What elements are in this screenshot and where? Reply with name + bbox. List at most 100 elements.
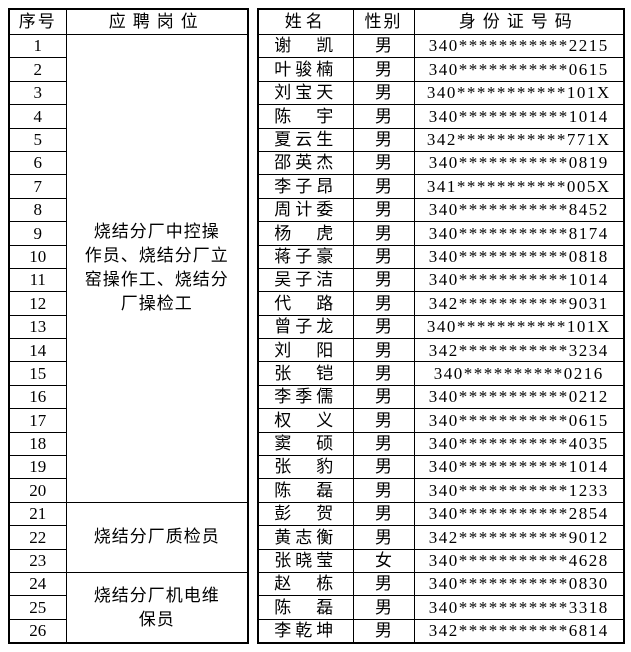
serial-cell: 21 xyxy=(8,501,67,527)
name-cell: 李乾坤 xyxy=(257,618,354,645)
id-cell: 340***********0615 xyxy=(413,408,625,433)
serial-cell: 11 xyxy=(8,267,67,293)
name-cell: 张 豹 xyxy=(257,455,354,480)
table-row: 8 周计委男 340***********8452 xyxy=(8,197,625,223)
id-cell: 342***********9012 xyxy=(413,525,625,550)
gender-cell: 女 xyxy=(352,548,415,573)
name-cell: 周计委 xyxy=(257,197,354,223)
serial-cell: 12 xyxy=(8,291,67,316)
name-cell: 黄志衡 xyxy=(257,525,354,550)
table-body: 1 烧结分厂中控操 作员、烧结分厂立 窑操作工、烧结分 厂操检工谢 凯男 340**… xyxy=(8,33,625,645)
serial-cell: 24 xyxy=(8,571,67,597)
name-cell: 夏云生 xyxy=(257,127,354,152)
column-gap xyxy=(248,104,258,129)
column-gap xyxy=(248,478,258,503)
gender-cell: 男 xyxy=(352,150,415,176)
table-row: 17 权 义男 340***********0615 xyxy=(8,408,625,433)
serial-cell: 6 xyxy=(8,150,67,176)
serial-cell: 19 xyxy=(8,455,67,480)
gender-cell: 男 xyxy=(352,33,415,59)
table-row: 24 烧结分厂机电维 保员赵 栋男 340***********0830 xyxy=(8,571,625,645)
column-gap xyxy=(248,385,258,409)
name-cell: 陈 磊 xyxy=(257,595,354,620)
name-cell: 彭 贺 xyxy=(257,501,354,527)
name-cell: 陈 宇 xyxy=(257,104,354,129)
name-cell: 李季儒 xyxy=(257,384,354,410)
id-cell: 340***********1014 xyxy=(413,104,625,129)
table-row: 25 陈 磊男 340***********3318 xyxy=(8,595,625,620)
table-row: 12 代 路男 342***********9031 xyxy=(8,291,625,316)
gender-cell: 男 xyxy=(352,221,415,246)
id-cell: 340***********0615 xyxy=(413,57,625,82)
serial-cell: 18 xyxy=(8,431,67,457)
name-cell: 叶骏楠 xyxy=(257,57,354,82)
column-gap xyxy=(248,549,258,573)
header-gender: 性别 xyxy=(352,8,415,35)
position-cell: 烧结分厂中控操 作员、烧结分厂立 窑操作工、烧结分 厂操检工 xyxy=(65,34,249,503)
column-gap xyxy=(248,151,258,175)
serial-cell: 17 xyxy=(8,408,67,433)
gender-cell: 男 xyxy=(352,595,415,620)
serial-cell: 14 xyxy=(8,338,67,363)
header-id: 身份证号码 xyxy=(413,8,625,35)
column-gap xyxy=(248,198,258,222)
column-gap xyxy=(248,174,258,199)
name-cell: 代 路 xyxy=(257,291,354,316)
gender-cell: 男 xyxy=(352,525,415,550)
name-cell: 陈 磊 xyxy=(257,478,354,503)
gender-cell: 男 xyxy=(352,361,415,386)
table-row: 21 烧结分厂质检员彭 贺男 340***********2854 xyxy=(8,501,625,573)
header-serial: 序号 xyxy=(8,8,67,35)
gender-cell: 男 xyxy=(352,431,415,457)
id-cell: 340***********3318 xyxy=(413,595,625,620)
id-cell: 341***********005X xyxy=(413,174,625,199)
id-cell: 340***********4628 xyxy=(413,548,625,573)
table-row: 26 李乾坤男 342***********6814 xyxy=(8,618,625,645)
header-row: 序号 应聘岗位 姓名 性别 身份证号码 xyxy=(8,8,625,35)
serial-cell: 22 xyxy=(8,525,67,550)
serial-cell: 26 xyxy=(8,618,67,645)
name-cell: 邵英杰 xyxy=(257,150,354,176)
table-row: 9 杨 虎男 340***********8174 xyxy=(8,221,625,246)
id-cell: 340***********2854 xyxy=(413,501,625,527)
column-gap xyxy=(248,57,258,82)
gender-cell: 男 xyxy=(352,384,415,410)
table-row: 23 张晓莹女 340***********4628 xyxy=(8,548,625,573)
gender-cell: 男 xyxy=(352,267,415,293)
id-cell: 340***********1014 xyxy=(413,267,625,293)
name-cell: 窦 硕 xyxy=(257,431,354,457)
table-row: 11 吴子洁男 340***********1014 xyxy=(8,267,625,293)
name-cell: 谢 凯 xyxy=(257,33,354,59)
table-row: 14 刘 阳男 342***********3234 xyxy=(8,338,625,363)
table-row: 2 叶骏楠男 340***********0615 xyxy=(8,57,625,82)
table-row: 13 曾子龙男 340***********101X xyxy=(8,314,625,340)
name-cell: 张晓莹 xyxy=(257,548,354,573)
column-gap xyxy=(248,432,258,456)
name-cell: 权 义 xyxy=(257,408,354,433)
table-row: 1 烧结分厂中控操 作员、烧结分厂立 窑操作工、烧结分 厂操检工谢 凯男 340**… xyxy=(8,33,625,503)
name-cell: 赵 栋 xyxy=(257,571,354,597)
id-cell: 340***********101X xyxy=(413,314,625,340)
column-gap xyxy=(248,595,258,620)
column-gap xyxy=(248,338,258,362)
name-cell: 杨 虎 xyxy=(257,221,354,246)
column-gap xyxy=(248,525,258,550)
serial-cell: 2 xyxy=(8,57,67,82)
id-cell: 340**********0216 xyxy=(413,361,625,386)
serial-cell: 4 xyxy=(8,104,67,129)
column-gap xyxy=(248,245,258,269)
column-gap xyxy=(248,268,258,292)
gender-cell: 男 xyxy=(352,174,415,199)
serial-cell: 13 xyxy=(8,314,67,340)
serial-cell: 5 xyxy=(8,127,67,152)
serial-cell: 20 xyxy=(8,478,67,503)
table-row: 5 夏云生男 342***********771X xyxy=(8,127,625,152)
name-cell: 张 铠 xyxy=(257,361,354,386)
column-gap xyxy=(248,619,258,644)
recruitment-table: 序号 应聘岗位 姓名 性别 身份证号码 1 烧结分厂中控操 作员、烧结分厂立 窑操… xyxy=(8,8,625,645)
gender-cell: 男 xyxy=(352,244,415,269)
id-cell: 340***********8174 xyxy=(413,221,625,246)
id-cell: 340***********4035 xyxy=(413,431,625,457)
serial-cell: 8 xyxy=(8,197,67,223)
